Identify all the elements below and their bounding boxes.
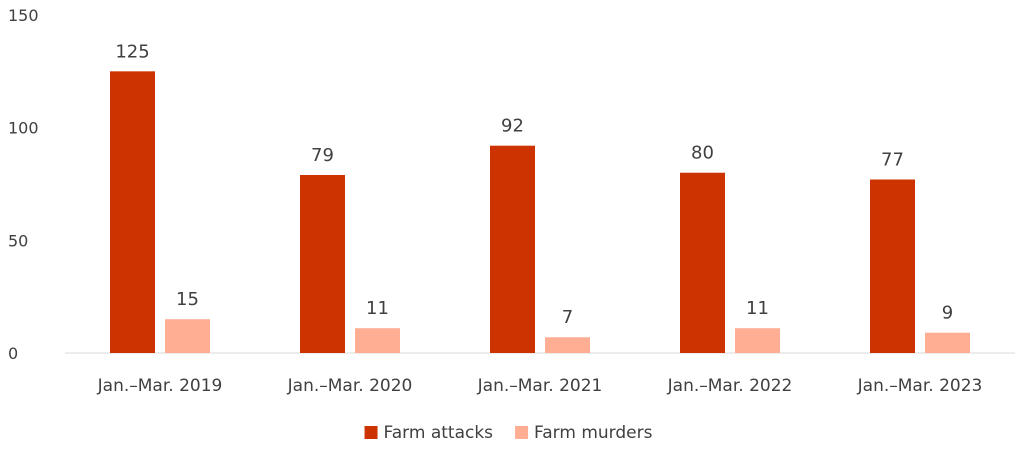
x-tick-label: Jan.–Mar. 2020 [287, 376, 413, 396]
y-tick-label: 100 [8, 119, 39, 138]
y-tick-label: 0 [8, 344, 18, 363]
data-label: 92 [501, 116, 524, 137]
data-label: 79 [311, 145, 334, 166]
data-label: 77 [881, 149, 904, 170]
bar [110, 71, 155, 353]
y-tick-label: 150 [8, 6, 39, 25]
data-label: 7 [562, 307, 573, 328]
x-tick-label: Jan.–Mar. 2023 [857, 376, 983, 396]
bar [680, 172, 725, 353]
x-tick-label: Jan.–Mar. 2019 [97, 376, 223, 396]
x-tick-label: Jan.–Mar. 2021 [477, 376, 603, 396]
data-label: 15 [176, 289, 199, 310]
bar [925, 332, 970, 353]
bar [870, 179, 915, 353]
x-tick-label: Jan.–Mar. 2022 [667, 376, 793, 396]
legend-swatch [364, 426, 378, 439]
legend-label: Farm attacks [384, 423, 494, 443]
bar [545, 337, 590, 353]
legend-swatch [515, 426, 529, 439]
data-label: 11 [746, 298, 769, 319]
bar [355, 328, 400, 353]
data-label: 80 [691, 143, 714, 164]
bar [490, 145, 535, 353]
bar [735, 328, 780, 353]
bar [165, 319, 210, 353]
y-tick-label: 50 [8, 231, 28, 250]
data-label: 125 [115, 41, 149, 62]
bar [300, 174, 345, 353]
legend-label: Farm murders [534, 423, 653, 443]
data-label: 9 [942, 303, 953, 324]
data-label: 11 [366, 298, 389, 319]
